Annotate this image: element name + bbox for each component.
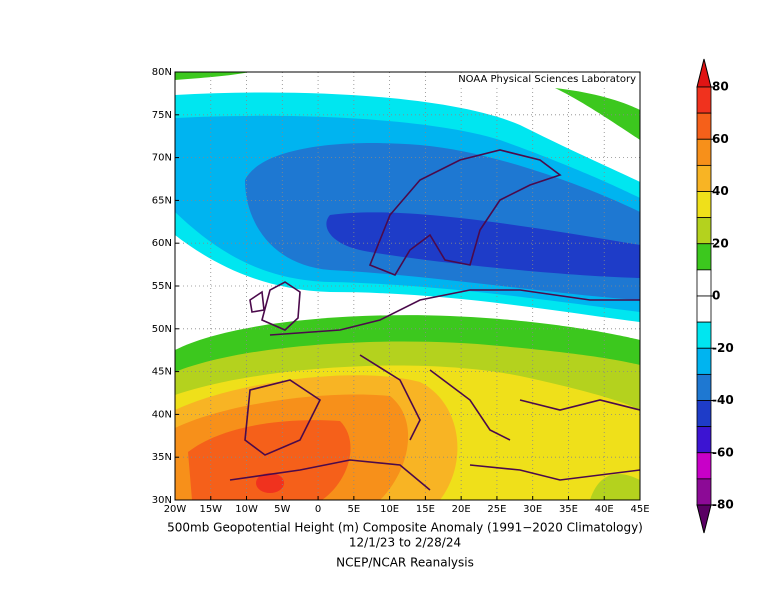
y-label: 70N	[152, 153, 172, 164]
x-label: 20W	[164, 504, 187, 515]
source-label: NOAA Physical Sciences Laboratory	[458, 74, 636, 85]
y-label: 35N	[152, 452, 172, 463]
subtitle: 12/1/23 to 2/28/24	[349, 536, 461, 550]
y-label: 75N	[152, 110, 172, 121]
colorbar-band	[696, 243, 712, 271]
colorbar-band	[696, 86, 712, 114]
colorbar-arrow	[696, 58, 712, 88]
colorbar-band	[696, 269, 712, 297]
colorbar-label: 60	[712, 132, 729, 146]
colorbar-label: -40	[712, 393, 734, 407]
colorbar-band	[696, 400, 712, 428]
x-label: 15E	[416, 504, 435, 515]
y-label: 65N	[152, 195, 172, 206]
colorbar-band	[696, 347, 712, 375]
x-label: 20E	[452, 504, 471, 515]
anomaly-area	[326, 212, 640, 278]
colorbar-label: 80	[712, 80, 729, 94]
x-label: 5E	[348, 504, 361, 515]
colorbar-label: -20	[712, 341, 734, 355]
coastline	[249, 281, 301, 331]
anomaly-area	[555, 88, 640, 140]
anomaly-area	[175, 72, 250, 80]
credit: NCEP/NCAR Reanalysis	[336, 556, 474, 570]
title: 500mb Geopotential Height (m) Composite …	[167, 521, 643, 535]
x-label: 10W	[235, 504, 258, 515]
map: NOAA Physical Sciences Laboratory	[174, 71, 641, 501]
x-label: 5W	[274, 504, 290, 515]
y-label: 50N	[152, 324, 172, 335]
colorbar-label: -60	[712, 445, 734, 459]
colorbar-band	[696, 138, 712, 166]
x-label: 10E	[380, 504, 399, 515]
label-box	[440, 73, 639, 85]
x-label: 0	[315, 504, 321, 515]
y-label: 45N	[152, 367, 172, 378]
x-label: 35E	[559, 504, 578, 515]
colorbar-band	[696, 217, 712, 245]
y-label: 55N	[152, 281, 172, 292]
colorbar-band	[696, 112, 712, 140]
x-label: 45E	[630, 504, 649, 515]
colorbar-label: -80	[712, 498, 734, 512]
y-label: 80N	[152, 67, 172, 78]
colorbar-band	[696, 191, 712, 219]
x-label: 25E	[487, 504, 506, 515]
colorbar-band	[696, 478, 712, 506]
colorbar-band	[696, 426, 712, 454]
axes: 20W 15W 10W 5W 0 5E 10E 15E 20E 25E 30E 35E 40E 45E 80…	[152, 67, 650, 515]
colorbar-arrow	[696, 504, 712, 534]
x-label: 30E	[523, 504, 542, 515]
anomaly-area	[188, 420, 351, 500]
x-label: 15W	[199, 504, 222, 515]
y-label: 40N	[152, 409, 172, 420]
colorbar-band	[696, 164, 712, 192]
coastline	[229, 289, 641, 491]
colorbar-band	[696, 321, 712, 349]
colorbar-band	[696, 452, 712, 480]
colorbar-label: 0	[712, 289, 720, 303]
colorbar-band	[696, 373, 712, 401]
colorbar-label: 20	[712, 236, 729, 250]
colorbar-band	[696, 295, 712, 323]
coastline	[368, 149, 562, 276]
y-label: 60N	[152, 238, 172, 249]
y-label: 30N	[152, 495, 172, 506]
colorbar-label: 40	[712, 184, 729, 198]
x-label: 40E	[595, 504, 614, 515]
anomaly-area	[256, 473, 284, 493]
colorbar: 80 60 40 20 0 -20 -40 -60 -80	[696, 58, 734, 534]
